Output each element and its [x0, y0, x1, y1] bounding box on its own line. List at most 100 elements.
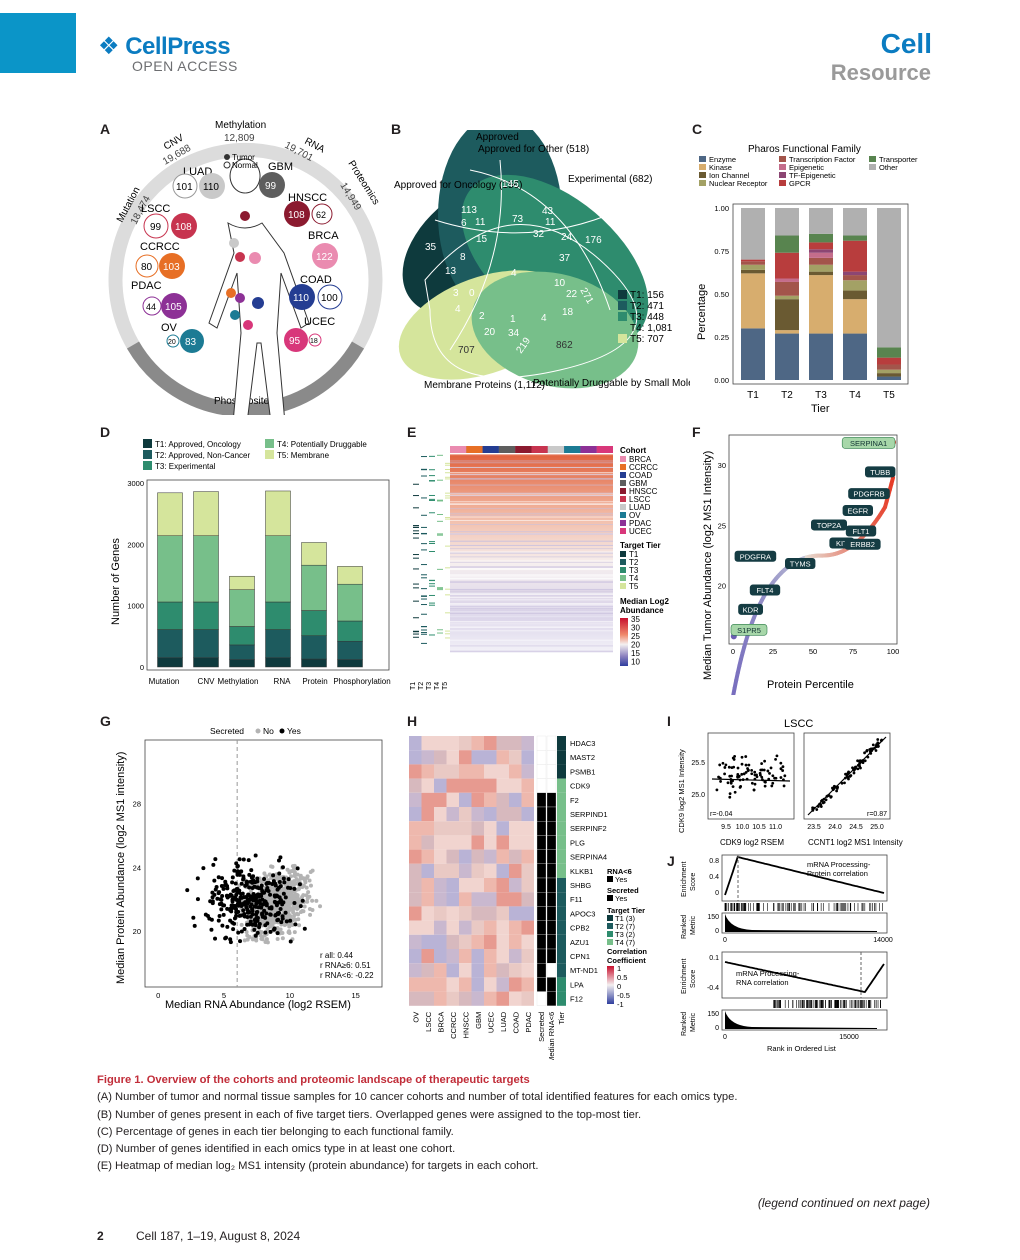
scatter-point-yes	[253, 853, 258, 858]
scatter-point-yes	[262, 908, 267, 913]
correlation-cell	[459, 863, 472, 878]
bar-segment	[809, 257, 833, 265]
gene-label-box	[730, 624, 768, 636]
scatter-point-yes	[255, 918, 260, 923]
rna-cell	[546, 906, 557, 921]
correlation-cell	[421, 863, 434, 878]
y-tick: 1.00	[714, 204, 729, 213]
cohort-color-cell	[580, 446, 597, 453]
rna-cell	[546, 750, 557, 765]
scatter-point-yes	[234, 913, 239, 918]
correlation-cell	[484, 991, 497, 1006]
scatter-point	[759, 768, 763, 772]
correlation-cell	[409, 764, 422, 779]
scatter-point-yes	[253, 933, 258, 938]
correlation-cell	[421, 849, 434, 864]
correlation-cell	[484, 949, 497, 964]
scale-title-2: Abundance	[620, 606, 664, 615]
tier-swatch	[620, 567, 626, 573]
heatmap-row	[450, 556, 613, 558]
normal-legend-dot	[223, 161, 231, 169]
cohort-swatch	[620, 472, 626, 478]
correlation-cell	[496, 920, 509, 935]
legend-tier-4: T4 (7)	[615, 938, 636, 947]
correlation-cell	[484, 920, 497, 935]
legend-swatch	[869, 164, 876, 170]
gene-label-box	[845, 525, 877, 537]
cohort-gbm: GBM 99	[259, 161, 293, 198]
tier-tick	[429, 594, 435, 596]
tier-tick	[445, 492, 451, 494]
heatmap-row	[450, 501, 613, 503]
scatter-point-yes	[283, 910, 288, 915]
panel-g-rna-protein-scatter: Secreted No Yes Median Protein Abundance…	[115, 726, 383, 1011]
gsea-label: mRNA Processing-	[736, 969, 800, 978]
normal-bubble-hnscc	[311, 203, 333, 225]
scatter-point-yes	[292, 901, 297, 906]
gene-label-box	[734, 550, 777, 562]
scatter-point	[755, 775, 759, 779]
cellpress-logo-icon: ❖	[98, 33, 120, 60]
heatmap-row	[450, 604, 613, 606]
correlation-cell	[484, 764, 497, 779]
legend-tier-swatch	[607, 939, 613, 945]
correlation-cell	[409, 821, 422, 836]
correlation-cell	[446, 878, 459, 893]
heatmap-row	[450, 625, 613, 627]
tier-tick	[445, 633, 451, 635]
venn-count: 73	[512, 214, 524, 225]
tier-cell	[557, 949, 566, 964]
scatter-point-yes	[278, 855, 283, 860]
chart-i-title: LSCC	[784, 718, 813, 730]
tumor-bubble-brca	[312, 243, 338, 269]
es-tick: 0.4	[709, 874, 719, 881]
correlation-cell	[471, 878, 484, 893]
heatmap-row	[450, 516, 613, 518]
column-label: Tier	[557, 1011, 566, 1024]
heatmap-h-genes: HDAC3 MAST2 PSMB1 CDK9 F2 SERPIND1 SERPINF2 PLG…	[570, 739, 608, 1004]
scatter-point-yes	[251, 891, 256, 896]
legend-tier-2: T2 (7)	[615, 922, 636, 931]
correlation-cell	[421, 835, 434, 850]
venn-tier-legend: T1: 156 T2: 471 T3: 448 T4: 1,081 T5: 70…	[618, 290, 673, 345]
bar-segment	[775, 330, 799, 334]
tier-tick	[437, 499, 443, 501]
scatter-point-yes	[207, 916, 212, 921]
gene-name: F11	[570, 895, 582, 904]
tumor-bubble-gbm	[259, 172, 285, 198]
gene-name: CDK9	[570, 782, 590, 791]
correlation-cell	[521, 778, 534, 793]
venn-count: 176	[585, 235, 602, 246]
gene-name: CPB2	[570, 924, 590, 933]
heatmap-row	[450, 614, 613, 616]
chart-g-correlations: r all: 0.44 r RNA≥6: 0.51 r RNA<6: -0.22	[320, 951, 374, 980]
es-ylabel: Enrichment	[681, 862, 688, 897]
venn-legend-t2: T2: 471	[630, 301, 664, 312]
legend-swatch	[143, 439, 152, 448]
es-tick: 0.8	[709, 858, 719, 865]
tier-tick	[437, 587, 443, 589]
scatter-point-no	[308, 883, 313, 888]
chart-c-title: Pharos Functional Family	[748, 144, 861, 155]
correlation-cell	[471, 949, 484, 964]
x-tick: 24.5	[849, 824, 863, 831]
scatter-point-yes	[228, 940, 233, 945]
scatter-point-yes	[248, 919, 253, 924]
scatter-point	[868, 748, 872, 751]
correlation-cell	[496, 934, 509, 949]
scale-tick: 30	[631, 624, 640, 633]
x-tick: RNA	[274, 677, 292, 686]
tier-tick	[421, 604, 427, 606]
organ-dot-lscc	[235, 252, 245, 262]
tier-tick	[445, 476, 451, 478]
x-tick: 0	[723, 1034, 727, 1041]
cohort-color-cell	[564, 446, 581, 453]
venn-legend-t5: T5: 707	[630, 334, 664, 345]
tier-legend-item: T2	[629, 558, 639, 567]
tumor-count-luad: 110	[203, 182, 219, 193]
scatter-point-yes	[241, 908, 246, 913]
legend-normal: Normal	[232, 161, 258, 170]
heatmap-row	[450, 606, 613, 607]
corr-tick: 1	[617, 964, 621, 973]
tier-tick	[413, 630, 419, 632]
